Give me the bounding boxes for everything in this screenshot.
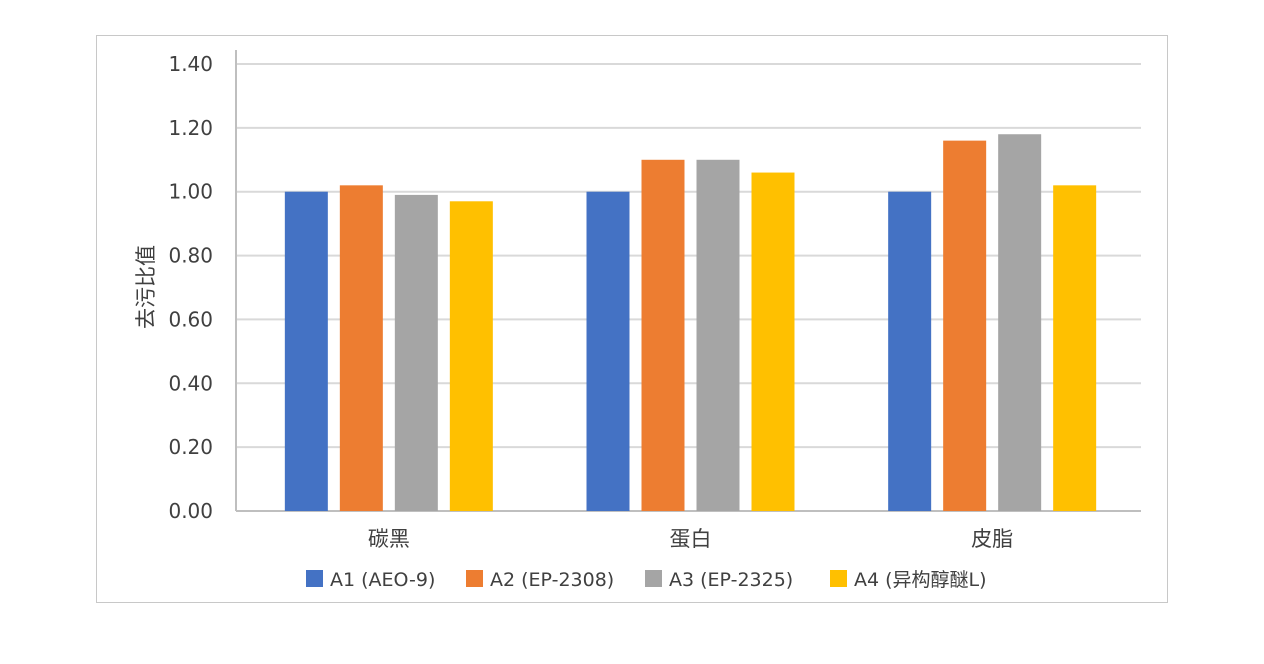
bars — [284, 134, 1097, 512]
legend-label: A4 (异构醇醚L) — [854, 569, 987, 591]
legend: A1 (AEO-9) A2 (EP-2308) A3 (EP-2325) A4 (异构… — [306, 569, 987, 591]
bar-4-1 — [449, 201, 493, 512]
bar-1-1 — [284, 191, 328, 511]
legend-swatch — [830, 570, 847, 587]
bar-2-2 — [641, 159, 685, 512]
y-tick-labels: 0.00 0.20 0.40 0.60 0.80 1.00 1.20 1.40 — [168, 52, 213, 523]
bar-4-2 — [751, 172, 795, 512]
gridlines — [235, 50, 1141, 512]
bar-2-3 — [943, 140, 987, 511]
x-tick-label: 蛋白 — [670, 527, 712, 551]
legend-swatch — [306, 570, 323, 587]
legend-label: A3 (EP-2325) — [669, 569, 793, 591]
bar-1-2 — [586, 191, 630, 511]
y-tick-label: 0.80 — [168, 244, 213, 268]
y-axis-title: 去污比值 — [134, 245, 158, 329]
bar-4-3 — [1053, 185, 1097, 512]
y-tick-label: 1.40 — [168, 52, 213, 76]
y-tick-label: 1.20 — [168, 116, 213, 140]
bar-3-1 — [394, 194, 438, 511]
y-tick-label: 0.60 — [168, 307, 213, 331]
y-tick-label: 0.40 — [168, 371, 213, 395]
bar-3-3 — [998, 134, 1042, 511]
y-tick-label: 0.20 — [168, 435, 213, 459]
x-tick-label: 碳黑 — [368, 527, 410, 551]
legend-swatch — [645, 570, 662, 587]
y-tick-label: 1.00 — [168, 180, 213, 204]
bar-2-1 — [339, 185, 383, 512]
bar-1-3 — [888, 191, 932, 511]
y-tick-label: 0.00 — [168, 499, 213, 523]
bar-3-2 — [696, 159, 740, 512]
legend-swatch — [466, 570, 483, 587]
legend-label: A2 (EP-2308) — [490, 569, 614, 591]
legend-label: A1 (AEO-9) — [330, 569, 435, 591]
x-tick-labels: 碳黑 蛋白 皮脂 — [368, 527, 1013, 551]
x-tick-label: 皮脂 — [971, 527, 1013, 551]
